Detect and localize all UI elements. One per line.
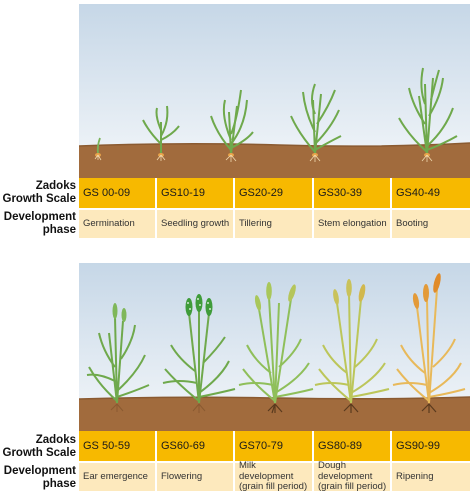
bottom-panel: GS 50-59 GS60-69 GS70-79 GS80-89 GS90-99… (79, 263, 470, 493)
plant-milk-development (238, 282, 314, 414)
plant-tillering (210, 89, 254, 162)
zadoks-label: Zadoks Growth Scale (2, 180, 77, 205)
top-phase-row: Germination Seedling growth Tillering St… (79, 210, 470, 238)
top-panel: GS 00-09 GS10-19 GS20-29 GS30-39 GS40-49… (79, 4, 470, 240)
phase-cell: Booting (392, 210, 470, 238)
plant-seedling (142, 105, 180, 161)
stage-code-cell: GS 50-59 (79, 431, 157, 461)
phase-cell: Milk development (grain fill period) (235, 461, 314, 492)
phase-cell: Flowering (157, 463, 235, 491)
bottom-phase-row: Ear emergence Flowering Milk development… (79, 461, 470, 492)
stage-code-cell: GS 00-09 (79, 178, 157, 208)
phase-cell: Stem elongation (314, 210, 392, 238)
plant-dough-development (314, 279, 390, 413)
stage-code-cell: GS70-79 (235, 431, 314, 461)
top-illustration (79, 4, 470, 178)
phase-cell: Ear emergence (79, 463, 157, 491)
bottom-illustration (79, 263, 470, 431)
phase-cell: Ripening (392, 463, 470, 491)
stage-code-cell: GS90-99 (392, 431, 470, 461)
zadoks-label: Zadoks Growth Scale (2, 434, 77, 459)
soil (79, 397, 470, 431)
stage-code-cell: GS20-29 (235, 178, 314, 208)
development-phase-label: Development phase (3, 211, 76, 236)
development-phase-label: Development phase (3, 465, 76, 490)
stage-code-cell: GS80-89 (314, 431, 392, 461)
plant-ear-emergence (86, 303, 150, 412)
phase-cell: Tillering (235, 210, 314, 238)
soil (79, 143, 470, 178)
stage-code-cell: GS10-19 (157, 178, 235, 208)
stage-code-cell: GS60-69 (157, 431, 235, 461)
phase-cell: Seedling growth (157, 210, 235, 238)
plant-stem-elongation (290, 83, 342, 162)
bottom-code-row: GS 50-59 GS60-69 GS70-79 GS80-89 GS90-99 (79, 431, 470, 461)
phase-cell: Germination (79, 210, 157, 238)
phase-cell: Dough development (grain fill period) (314, 461, 392, 492)
plant-germination (94, 137, 102, 161)
plant-flowering (162, 294, 236, 413)
plant-ripening (392, 273, 466, 413)
top-code-row: GS 00-09 GS10-19 GS20-29 GS30-39 GS40-49 (79, 178, 470, 208)
stage-code-cell: GS40-49 (392, 178, 470, 208)
stage-code-cell: GS30-39 (314, 178, 392, 208)
plant-booting (398, 67, 458, 162)
